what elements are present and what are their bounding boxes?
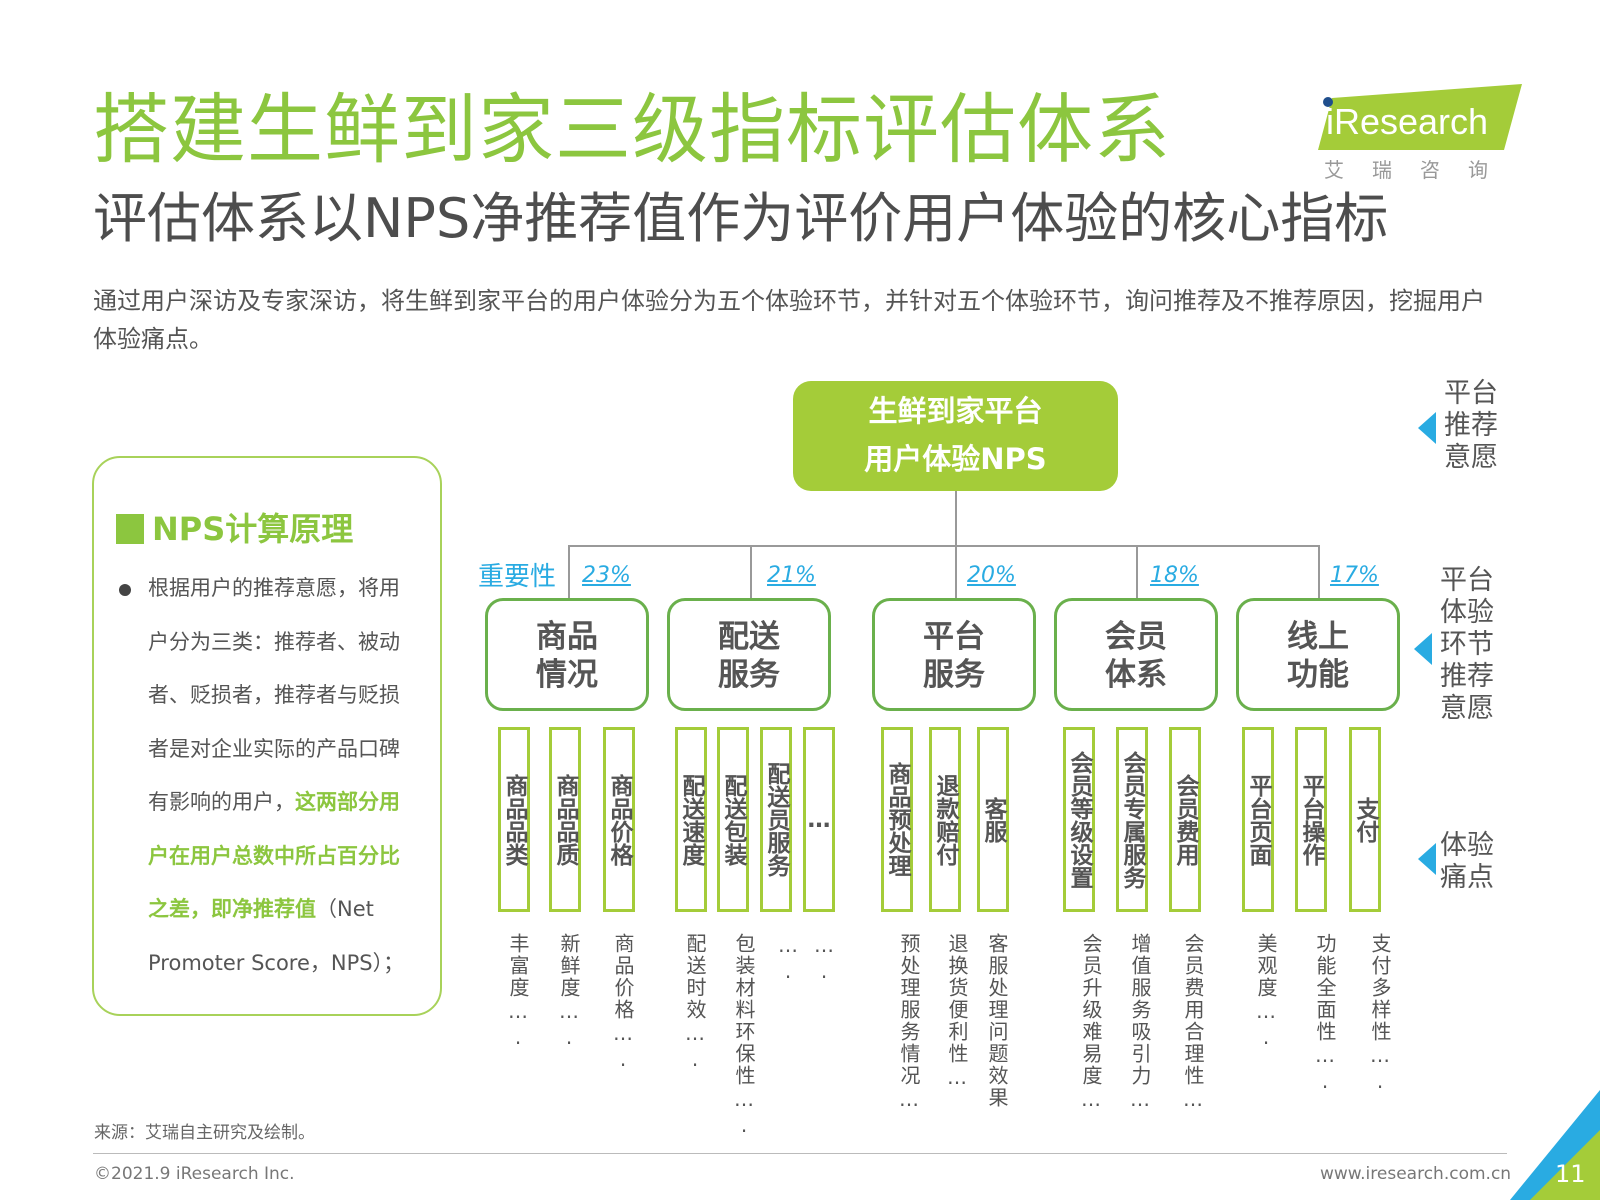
square-bullet-icon <box>116 514 144 544</box>
connector-cat-1 <box>568 545 570 598</box>
item-node: 会员专属服务 <box>1116 727 1148 912</box>
root-line2: 用户体验NPS <box>864 442 1047 476</box>
pain-point: …. <box>812 933 836 985</box>
corner-decoration <box>1510 1090 1600 1200</box>
nps-heading: NPS计算原理 <box>116 504 353 550</box>
connector-horizontal <box>568 545 1320 547</box>
category-node-delivery: 配送 服务 <box>667 598 831 711</box>
pain-point: 功能全面性…. <box>1313 933 1337 1095</box>
importance-pct-5: 17% <box>1330 563 1379 588</box>
copyright: ©2021.9 iResearch Inc. <box>94 1164 295 1184</box>
connector-cat-4 <box>1136 545 1138 598</box>
connector-root <box>955 491 957 545</box>
category-line1: 线上 <box>1287 619 1349 655</box>
iresearch-logo: iResearch <box>1318 84 1522 150</box>
category-node-platform-service: 平台 服务 <box>872 598 1036 711</box>
category-line1: 平台 <box>923 619 985 655</box>
arrow-left-icon <box>1414 633 1432 665</box>
pain-point: 增值服务吸引力… <box>1128 933 1152 1113</box>
footer-divider <box>93 1153 1507 1154</box>
page-title: 搭建生鲜到家三级指标评估体系 <box>93 85 1171 174</box>
pain-point: 美观度…. <box>1254 933 1278 1051</box>
pain-point: 配送时效…. <box>683 933 707 1073</box>
category-line2: 服务 <box>923 657 985 693</box>
nps-heading-text: NPS计算原理 <box>152 510 354 548</box>
pain-point: 会员升级难易度… <box>1079 933 1103 1113</box>
pain-point: 商品价格…. <box>611 933 635 1073</box>
logo-text: iResearch <box>1326 101 1488 142</box>
nps-text-tail: （Net Promoter Score，NPS）； <box>148 897 405 975</box>
item-node: 商品预处理 <box>881 727 913 912</box>
item-node: 配送员服务 <box>760 727 792 912</box>
pain-point: 会员费用合理性… <box>1181 933 1205 1113</box>
category-node-goods: 商品 情况 <box>485 598 649 711</box>
website-link[interactable]: www.iresearch.com.cn <box>1320 1164 1512 1184</box>
item-node: 商品品类 <box>498 727 530 912</box>
nps-description: 根据用户的推荐意愿，将用户分为三类：推荐者、被动者、贬损者，推荐者与贬损者是对企… <box>148 562 418 990</box>
level-label-stage: 平台体验环节推荐意愿 <box>1440 565 1494 724</box>
item-node: 支付 <box>1349 727 1381 912</box>
item-node: 商品品质 <box>549 727 581 912</box>
logo-cn-text: 艾瑞咨询 <box>1324 158 1516 182</box>
connector-cat-3 <box>955 545 957 598</box>
pain-point: 预处理服务情况… <box>897 933 921 1113</box>
item-node: 会员费用 <box>1169 727 1201 912</box>
item-node: 会员等级设置 <box>1063 727 1095 912</box>
item-node: 商品价格 <box>603 727 635 912</box>
pain-point: …. <box>776 933 800 985</box>
category-node-online: 线上 功能 <box>1236 598 1400 711</box>
category-line2: 体系 <box>1105 657 1167 693</box>
bullet-dot-icon <box>119 584 131 596</box>
nps-text-plain: 根据用户的推荐意愿，将用户分为三类：推荐者、被动者、贬损者，推荐者与贬损者是对企… <box>148 576 400 814</box>
importance-label: 重要性 <box>478 562 557 592</box>
item-node: … <box>803 727 835 912</box>
item-node: 退款赔付 <box>929 727 961 912</box>
item-node: 配送速度 <box>675 727 707 912</box>
category-line2: 功能 <box>1287 657 1349 693</box>
intro-text: 通过用户深访及专家深访，将生鲜到家平台的用户体验分为五个体验环节，并针对五个体验… <box>93 287 1485 353</box>
nps-principle-box <box>92 456 442 1016</box>
item-node: 配送包装 <box>717 727 749 912</box>
page-number: 11 <box>1555 1160 1586 1188</box>
connector-cat-2 <box>750 545 752 598</box>
root-node-nps: 生鲜到家平台 用户体验NPS <box>793 381 1118 491</box>
category-line1: 配送 <box>718 619 780 655</box>
importance-pct-3: 20% <box>967 563 1016 588</box>
importance-pct-1: 23% <box>582 563 631 588</box>
arrow-left-icon <box>1418 843 1436 875</box>
pain-point: 客服处理问题效果 <box>985 933 1009 1109</box>
level-label-platform: 平台推荐意愿 <box>1444 378 1498 473</box>
level-label-pain: 体验痛点 <box>1440 830 1494 893</box>
category-line2: 服务 <box>718 657 780 693</box>
item-node: 平台操作 <box>1295 727 1327 912</box>
pain-point: 支付多样性…. <box>1368 933 1392 1095</box>
importance-pct-2: 21% <box>767 563 816 588</box>
arrow-left-icon <box>1418 412 1436 444</box>
pain-point: 退换货便利性… <box>945 933 969 1091</box>
item-node: 平台页面 <box>1242 727 1274 912</box>
category-node-membership: 会员 体系 <box>1054 598 1218 711</box>
root-line1: 生鲜到家平台 <box>868 394 1043 428</box>
pain-point: 丰富度…. <box>506 933 530 1051</box>
item-node: 客服 <box>977 727 1009 912</box>
connector-cat-5 <box>1318 545 1320 598</box>
source-note: 来源：艾瑞自主研究及绘制。 <box>94 1123 315 1143</box>
pain-point: 包装材料环保性…. <box>732 933 756 1139</box>
pain-point: 新鲜度…. <box>557 933 581 1051</box>
importance-pct-4: 18% <box>1150 563 1199 588</box>
page-subtitle: 评估体系以NPS净推荐值作为评价用户体验的核心指标 <box>93 187 1389 250</box>
category-line1: 商品 <box>536 619 598 655</box>
category-line2: 情况 <box>536 657 598 693</box>
nps-text-highlight: 这两部分用户在用户总数中所占百分比之差，即净推荐值 <box>148 790 400 921</box>
category-line1: 会员 <box>1105 619 1167 655</box>
